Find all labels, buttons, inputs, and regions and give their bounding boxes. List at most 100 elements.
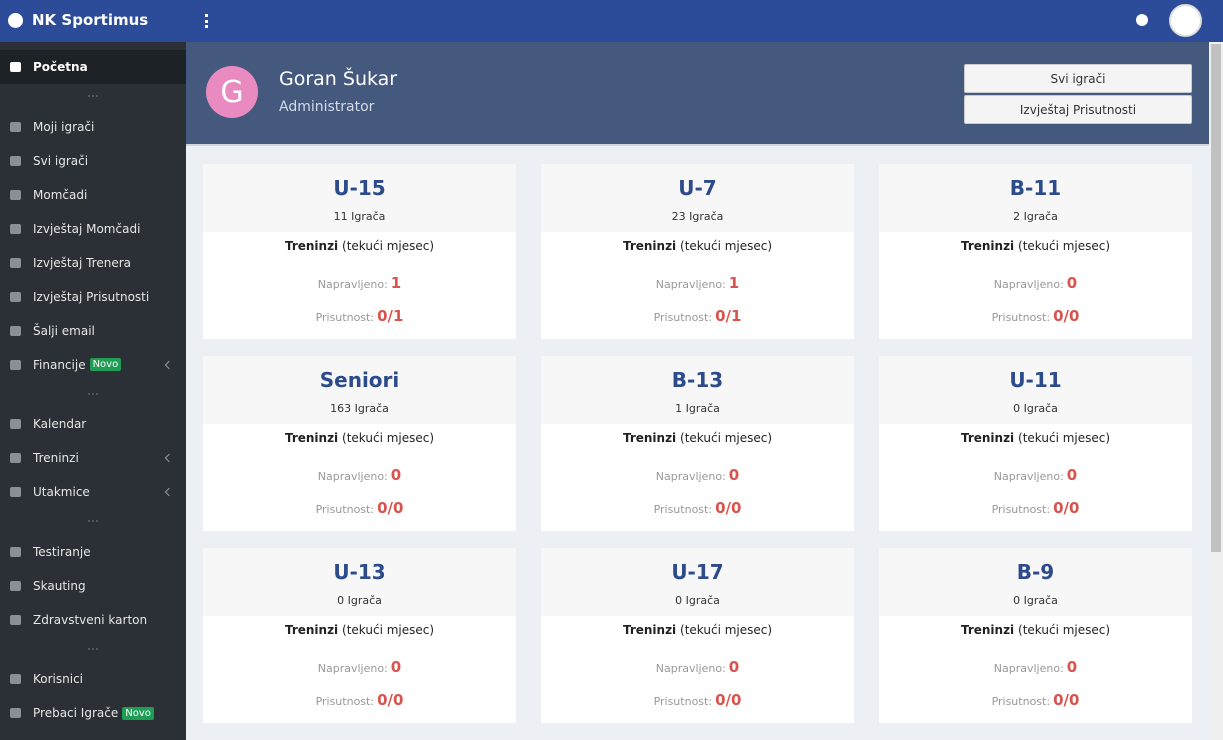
menu-icon	[10, 223, 21, 234]
menu-item[interactable]: Izvještaj Momčadi	[0, 212, 186, 246]
menu-item[interactable]: Korisnici	[0, 662, 186, 696]
attendance-value: 0/0	[715, 499, 742, 517]
player-count: 163 Igrača	[330, 402, 389, 415]
attendance-value: 0/1	[377, 307, 404, 325]
menu-item[interactable]: Zdravstveni karton	[0, 603, 186, 637]
menu-item[interactable]: Kalendar	[0, 407, 186, 441]
made-line: Napravljeno: 0	[541, 658, 854, 676]
menu-item[interactable]: Testiranje	[0, 535, 186, 569]
menu-label: Izvještaj Prisutnosti	[33, 289, 150, 304]
card-header	[203, 356, 516, 424]
team-card[interactable]: U-7 23 Igrača Treninzi (tekući mjesec) Napr…	[541, 164, 854, 339]
scrollbar-thumb[interactable]	[1211, 44, 1221, 552]
attendance-value: 0/0	[1053, 691, 1080, 709]
attendance-line: Prisutnost: 0/0	[879, 307, 1192, 325]
menu-icon	[10, 614, 21, 625]
action-button[interactable]: Svi igrači	[964, 64, 1192, 93]
made-value: 0	[1066, 274, 1078, 292]
team-card[interactable]: U-15 11 Igrača Treninzi (tekući mjesec) Nap…	[203, 164, 516, 339]
trainings-line: Treninzi (tekući mjesec)	[541, 239, 854, 253]
made-label: Napravljeno:	[655, 278, 726, 291]
attendance-label: Prisutnost:	[991, 311, 1051, 324]
chevron	[164, 453, 174, 463]
team-card[interactable]: U-11 0 Igrača Treninzi (tekući mjesec) Napr…	[879, 356, 1192, 531]
attendance-label: Prisutnost:	[315, 695, 375, 708]
menu-label: Treninzi	[33, 451, 79, 465]
period-label: (tekući mjesec)	[680, 431, 773, 445]
made-line: Napravljeno: 0	[541, 466, 854, 484]
team-card[interactable]: Seniori 163 Igrača Treninzi (tekući mjesec…	[203, 356, 516, 531]
user-avatar[interactable]	[1169, 4, 1202, 37]
made-value: 0	[390, 466, 402, 484]
period-label: (tekući mjesec)	[1018, 431, 1111, 445]
team-card[interactable]: U-17 0 Igrača Treninzi (tekući mjesec) Napr…	[541, 548, 854, 723]
profile-header: G Goran Šukar Administrator Svi igrači Iz…	[186, 42, 1209, 146]
card-header	[879, 548, 1192, 616]
menu-icon	[10, 708, 21, 718]
menu-separator	[88, 95, 98, 97]
menu-item[interactable]: Izvještaj Prisutnosti	[0, 280, 186, 314]
menu-item[interactable]: Momčadi	[0, 178, 186, 212]
menu-toggle[interactable]	[205, 14, 209, 28]
attendance-line: Prisutnost: 0/1	[203, 307, 516, 325]
menu-label: Skauting	[33, 578, 86, 593]
card-header	[879, 164, 1192, 232]
card-header	[541, 164, 854, 232]
menu-item[interactable]: Prebaci Igrače Novo	[0, 696, 186, 730]
made-line: Napravljeno: 1	[541, 274, 854, 292]
menu-icon	[10, 325, 21, 336]
menu-item[interactable]: Skauting	[0, 569, 186, 603]
menu-label: Kalendar	[33, 417, 87, 431]
attendance-value: 0/0	[715, 691, 742, 709]
made-value: 0	[1066, 658, 1078, 676]
card-header	[879, 356, 1192, 424]
menu-label: Momčadi	[33, 187, 88, 202]
made-label: Napravljeno:	[317, 470, 388, 483]
menu-icon	[10, 487, 21, 497]
menu-icon	[10, 580, 21, 591]
menu-item[interactable]: Svi igrači	[0, 144, 186, 178]
team-card[interactable]: U-13 0 Igrača Treninzi (tekući mjesec) Napr…	[203, 548, 516, 723]
menu-item[interactable]: Početna	[0, 50, 186, 84]
card-header	[203, 548, 516, 616]
user-name: Goran Šukar	[279, 68, 398, 90]
trainings-label: Treninzi	[284, 623, 339, 637]
menu-label: Svi igrači	[33, 153, 89, 168]
trainings-line: Treninzi (tekući mjesec)	[203, 431, 516, 445]
menu-icon	[10, 674, 21, 684]
help-icon[interactable]	[1136, 14, 1148, 26]
team-card[interactable]: B-9 0 Igrača Treninzi (tekući mjesec) Napra…	[879, 548, 1192, 723]
sidebar: Početna Moji igrači Svi igrači Momčadi Izvje…	[0, 42, 186, 740]
attendance-value: 0/0	[377, 499, 404, 517]
attendance-line: Prisutnost: 0/0	[541, 691, 854, 709]
menu-icon	[10, 189, 21, 200]
attendance-value: 0/0	[1053, 499, 1080, 517]
menu-label: Izvještaj Momčadi	[33, 221, 141, 236]
made-value: 0	[390, 658, 402, 676]
menu-item[interactable]: Utakmice	[0, 475, 186, 509]
team-name: U-7	[678, 176, 717, 200]
menu-item[interactable]: Izvještaj Trenera	[0, 246, 186, 280]
menu-item[interactable]: Treninzi	[0, 441, 186, 475]
trainings-line: Treninzi (tekući mjesec)	[541, 431, 854, 445]
attendance-label: Prisutnost:	[653, 503, 713, 516]
team-card[interactable]: B-13 1 Igrača Treninzi (tekući mjesec) Napr…	[541, 356, 854, 531]
brand[interactable]: NK Sportimus	[32, 11, 149, 29]
attendance-label: Prisutnost:	[653, 311, 713, 324]
team-name: U-13	[333, 560, 386, 584]
player-count: 23 Igrača	[671, 210, 724, 223]
made-line: Napravljeno: 0	[879, 466, 1192, 484]
team-card[interactable]: B-11 2 Igrača Treninzi (tekući mjesec) Napr…	[879, 164, 1192, 339]
made-value: 0	[728, 466, 740, 484]
menu-icon	[10, 155, 21, 166]
trainings-label: Treninzi	[622, 239, 677, 253]
menu-icon	[10, 546, 21, 557]
menu-icon	[10, 291, 21, 302]
menu-item[interactable]: Financije Novo	[0, 348, 186, 382]
trainings-label: Treninzi	[960, 431, 1015, 445]
trainings-label: Treninzi	[960, 239, 1015, 253]
made-line: Napravljeno: 0	[203, 658, 516, 676]
menu-item[interactable]: Moji igrači	[0, 110, 186, 144]
menu-item[interactable]: Šalji email	[0, 314, 186, 348]
action-button[interactable]: Izvještaj Prisutnosti	[964, 95, 1192, 124]
